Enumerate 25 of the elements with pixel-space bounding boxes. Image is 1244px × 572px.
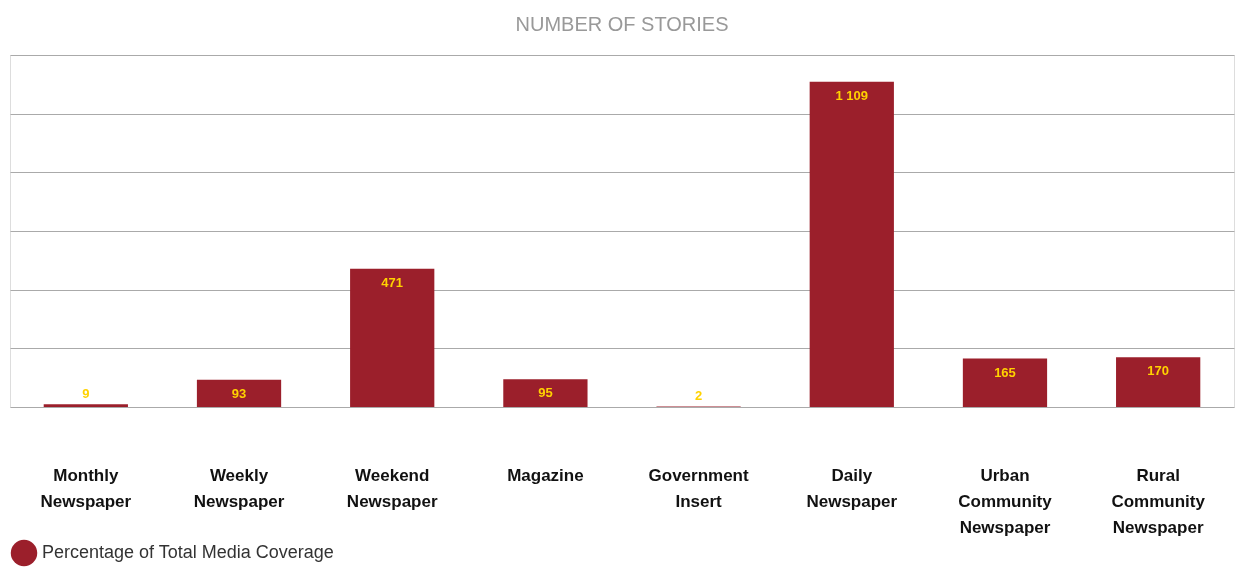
data-label: 1 109 bbox=[835, 87, 869, 103]
chart-title: NUMBER OF STORIES bbox=[515, 13, 729, 35]
data-label: 165 bbox=[994, 364, 1016, 380]
bar bbox=[196, 379, 282, 407]
data-label: 9 bbox=[82, 386, 90, 402]
x-tick-label: Rural Community Newspaper bbox=[1111, 465, 1206, 537]
data-label: 170 bbox=[1147, 363, 1170, 379]
data-label: 93 bbox=[231, 385, 247, 401]
x-tick-label: Monthly Newspaper bbox=[40, 465, 132, 511]
data-label: 2 bbox=[694, 388, 703, 404]
x-tick-label: Government Insert bbox=[648, 465, 749, 511]
bar bbox=[962, 358, 1048, 407]
x-tick-label: Urban Community Newspaper bbox=[958, 465, 1053, 537]
bar bbox=[43, 404, 128, 407]
bar bbox=[503, 379, 588, 407]
legend-label: Percentage of Total Media Coverage bbox=[42, 542, 334, 562]
bar bbox=[1116, 357, 1201, 407]
data-label: 95 bbox=[538, 385, 553, 401]
x-tick-label: Weekly Newspaper bbox=[193, 465, 285, 511]
bar bbox=[809, 81, 894, 407]
data-label: 471 bbox=[381, 274, 404, 290]
x-tick-label: Weekend Newspaper bbox=[346, 465, 438, 511]
x-tick-label: Magazine bbox=[507, 465, 584, 485]
bar bbox=[350, 268, 435, 407]
x-tick-label: Daily Newspaper bbox=[806, 465, 898, 511]
